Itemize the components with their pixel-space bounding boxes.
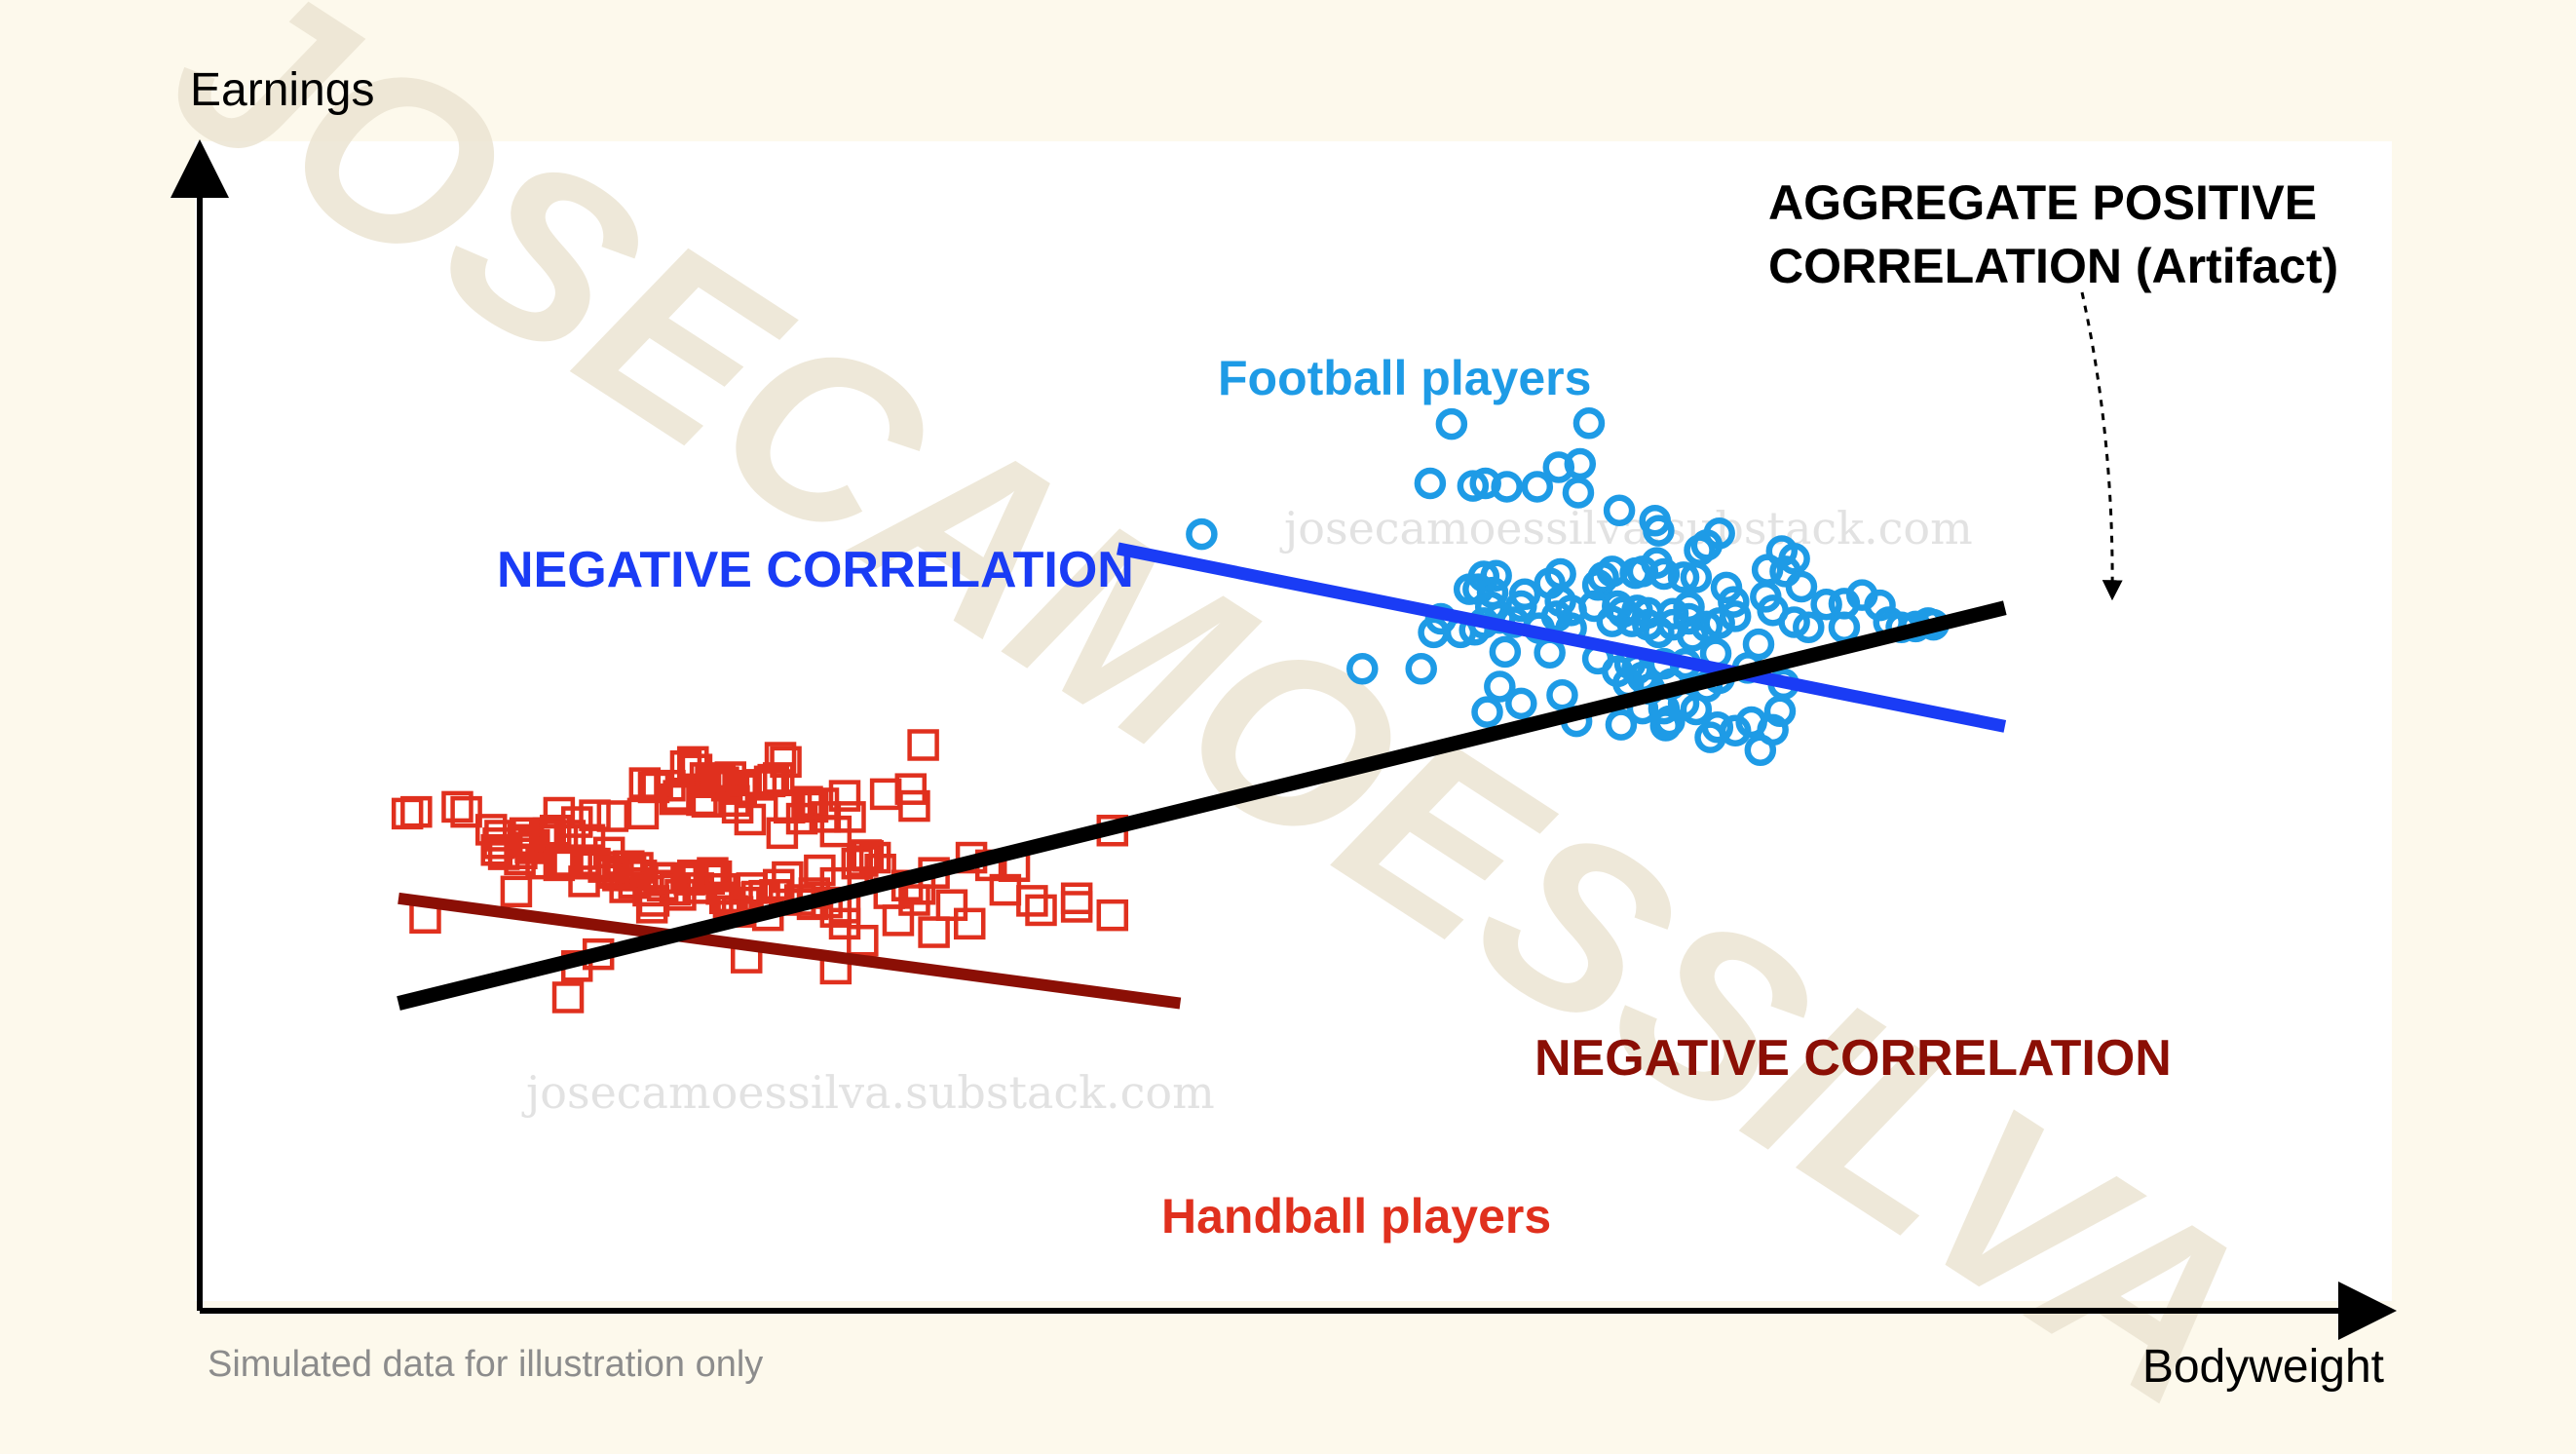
x-axis-label: Bodyweight (2142, 1341, 2384, 1393)
football-point (1757, 594, 1789, 627)
football-point (1718, 586, 1750, 618)
handball-point (834, 801, 866, 833)
football-point (1508, 578, 1541, 611)
football-point (1667, 561, 1700, 593)
football-point (1414, 467, 1447, 500)
handball-point (764, 742, 797, 774)
plot-area (195, 141, 2392, 1301)
football-point (1572, 407, 1606, 440)
football-point (1744, 734, 1777, 766)
football-negative-trend-line (1117, 542, 2007, 733)
y-axis-label: Earnings (190, 64, 374, 116)
handball-point (770, 746, 802, 779)
handball-point (828, 780, 861, 812)
handball-point (935, 889, 968, 921)
football-point (1719, 600, 1752, 632)
football-point (1491, 471, 1523, 503)
football-point (1785, 570, 1818, 603)
football-point (1435, 407, 1468, 440)
football-point (1694, 721, 1726, 753)
handball-point (1025, 894, 1057, 927)
football-point (1542, 451, 1575, 483)
football-point (1562, 477, 1595, 509)
football-point (1763, 695, 1797, 727)
football-point (1484, 670, 1516, 703)
football-point (1564, 447, 1597, 480)
handball-point (596, 857, 629, 889)
handball-point (450, 795, 482, 828)
aggregate-trend-line (397, 600, 2007, 1011)
football-point (1643, 515, 1675, 547)
handball-point (898, 884, 930, 916)
handball-point (989, 873, 1022, 906)
football-point (1469, 467, 1501, 500)
football-point (1521, 471, 1554, 503)
handball-negative-trend-line (398, 892, 1182, 1010)
handball-point (918, 916, 950, 948)
points-layer (391, 407, 1950, 1014)
negative-correlation-top-label: NEGATIVE CORRELATION (497, 542, 1134, 598)
handball-point (828, 907, 861, 940)
football-point (1405, 653, 1437, 685)
handball-point (894, 773, 928, 805)
handball-point (1060, 891, 1093, 923)
football-point (1632, 608, 1664, 641)
football-point (1615, 605, 1648, 637)
football-point (1596, 605, 1629, 637)
football-point (1346, 653, 1379, 685)
handball-point (441, 790, 474, 823)
handball-point (596, 800, 629, 832)
handball-point (622, 852, 654, 884)
handball-point (579, 799, 611, 831)
negative-correlation-bottom-label: NEGATIVE CORRELATION (1534, 1030, 2172, 1087)
handball-point (734, 803, 767, 836)
football-group-label: Football players (1218, 351, 1591, 405)
football-point (1505, 687, 1537, 720)
football-point (1810, 588, 1842, 621)
football-point (1680, 561, 1713, 593)
handball-point (953, 907, 986, 940)
handball-point (500, 875, 533, 908)
aggregate-correlation-label-line1: AGGREGATE POSITIVE (1768, 175, 2317, 230)
handball-point (762, 762, 795, 794)
football-point (1673, 602, 1705, 635)
handball-point (882, 904, 915, 937)
football-point (1673, 591, 1705, 624)
handball-point (1096, 899, 1129, 932)
football-point (1605, 708, 1638, 741)
football-point (1742, 628, 1775, 661)
handball-point (654, 861, 686, 895)
football-point (1186, 517, 1218, 551)
football-point (1471, 696, 1503, 728)
watermark-small-bottom: josecamoessilva.substack.com (521, 1066, 1215, 1119)
handball-point (400, 795, 433, 828)
handball-point (551, 981, 585, 1014)
footnote: Simulated data for illustration only (208, 1344, 763, 1385)
football-point (1793, 611, 1825, 643)
handball-point (847, 924, 879, 957)
football-point (1676, 620, 1709, 652)
handball-group-label: Handball players (1161, 1189, 1551, 1244)
handball-point (907, 729, 939, 761)
football-point (1457, 470, 1490, 502)
football-point (1489, 635, 1522, 669)
aggregate-correlation-label-line2: CORRELATION (Artifact) (1768, 239, 2338, 293)
aggregate-pointer-arrow (2080, 291, 2123, 601)
handball-point (898, 789, 930, 823)
watermark-small-top: josecamoessilva.substack.com (1279, 502, 1973, 555)
football-point (1603, 494, 1636, 527)
football-point (1546, 678, 1578, 711)
handball-point (841, 847, 874, 880)
football-point (1581, 569, 1614, 601)
football-point (1649, 709, 1682, 742)
football-point (1453, 573, 1486, 605)
lines-layer (397, 542, 2007, 1011)
